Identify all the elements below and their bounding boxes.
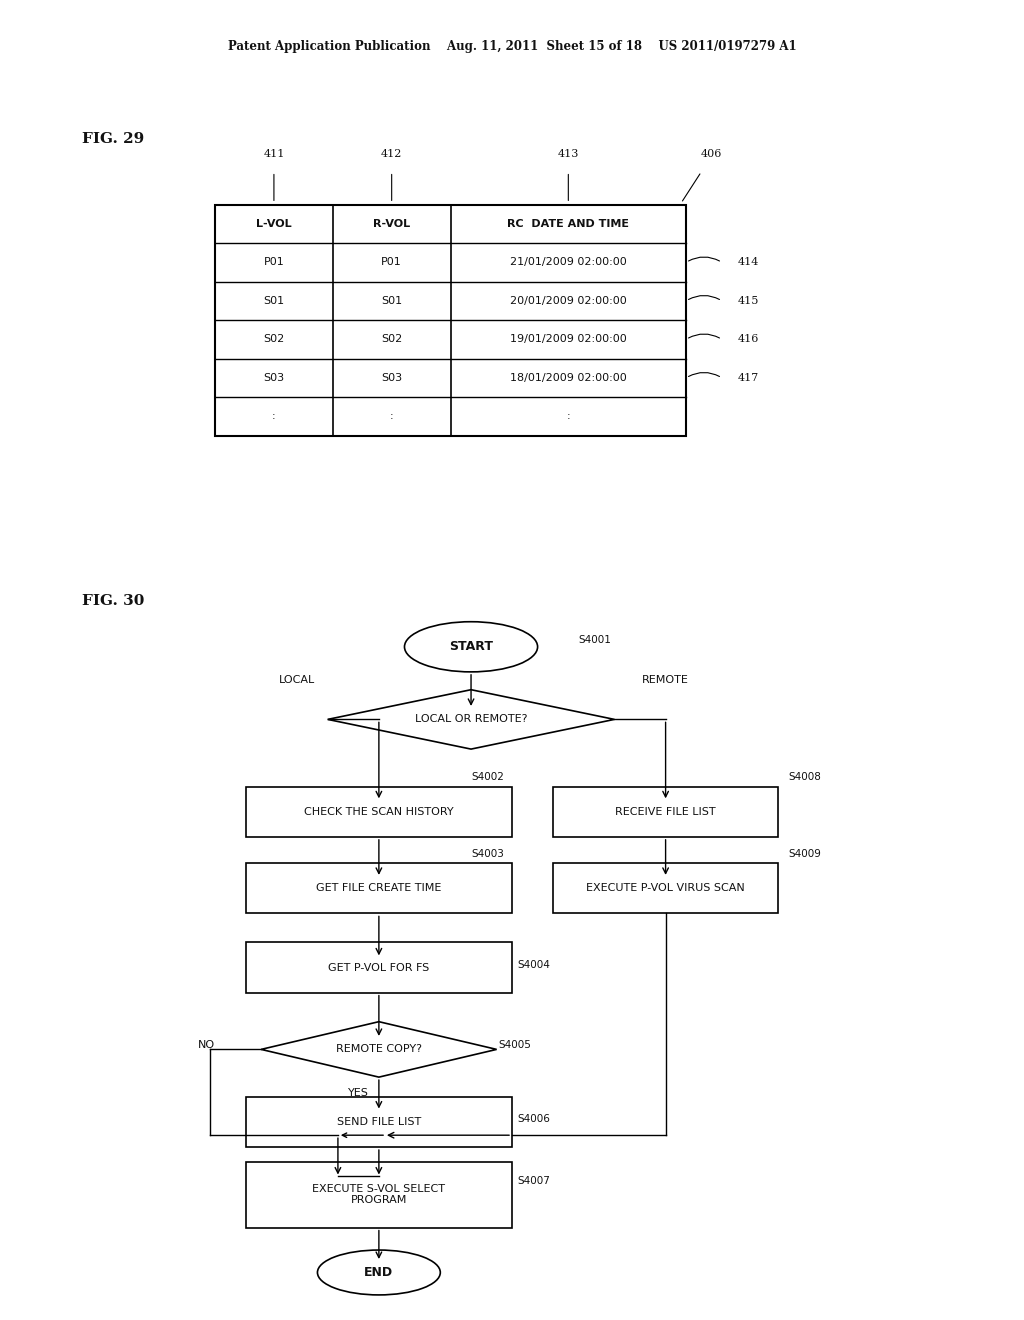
Text: START: START [450,640,493,653]
Text: S4002: S4002 [471,772,504,783]
Text: NO: NO [198,1040,215,1051]
FancyBboxPatch shape [246,1097,512,1147]
Text: 417: 417 [737,372,759,383]
Ellipse shape [317,1250,440,1295]
Text: EXECUTE S-VOL SELECT
PROGRAM: EXECUTE S-VOL SELECT PROGRAM [312,1184,445,1205]
Text: 20/01/2009 02:00:00: 20/01/2009 02:00:00 [510,296,627,306]
Text: S02: S02 [381,334,402,345]
Text: RECEIVE FILE LIST: RECEIVE FILE LIST [615,807,716,817]
Text: LOCAL: LOCAL [279,675,315,685]
Text: S4003: S4003 [471,849,504,859]
Text: END: END [365,1266,393,1279]
Text: 413: 413 [558,149,579,160]
Text: :: : [272,412,275,421]
Text: YES: YES [348,1088,369,1098]
Text: S02: S02 [263,334,285,345]
Text: FIG. 30: FIG. 30 [82,594,144,607]
Text: S01: S01 [263,296,285,306]
FancyBboxPatch shape [553,787,778,837]
Text: S4004: S4004 [517,960,550,970]
Text: S4008: S4008 [788,772,821,783]
Text: R-VOL: R-VOL [373,219,411,228]
Bar [215,205,686,436]
Text: 19/01/2009 02:00:00: 19/01/2009 02:00:00 [510,334,627,345]
Text: GET P-VOL FOR FS: GET P-VOL FOR FS [329,962,429,973]
Text: S4001: S4001 [579,635,611,645]
Text: 416: 416 [737,334,759,345]
Text: :: : [566,412,570,421]
Text: 21/01/2009 02:00:00: 21/01/2009 02:00:00 [510,257,627,268]
Text: SEND FILE LIST: SEND FILE LIST [337,1117,421,1127]
FancyBboxPatch shape [246,1162,512,1228]
Text: P01: P01 [263,257,285,268]
FancyBboxPatch shape [553,863,778,913]
Text: S4006: S4006 [517,1114,550,1125]
Text: S03: S03 [381,372,402,383]
FancyBboxPatch shape [246,787,512,837]
Text: REMOTE COPY?: REMOTE COPY? [336,1044,422,1055]
Text: LOCAL OR REMOTE?: LOCAL OR REMOTE? [415,714,527,725]
Text: Patent Application Publication    Aug. 11, 2011  Sheet 15 of 18    US 2011/01972: Patent Application Publication Aug. 11, … [227,40,797,53]
FancyBboxPatch shape [246,942,512,993]
Ellipse shape [404,622,538,672]
Text: 406: 406 [701,149,722,160]
Text: GET FILE CREATE TIME: GET FILE CREATE TIME [316,883,441,894]
FancyBboxPatch shape [246,863,512,913]
Text: CHECK THE SCAN HISTORY: CHECK THE SCAN HISTORY [304,807,454,817]
Text: 18/01/2009 02:00:00: 18/01/2009 02:00:00 [510,372,627,383]
Text: 412: 412 [381,149,402,160]
Text: EXECUTE P-VOL VIRUS SCAN: EXECUTE P-VOL VIRUS SCAN [586,883,745,894]
Text: :: : [390,412,393,421]
Text: REMOTE: REMOTE [642,675,689,685]
Text: S4005: S4005 [499,1040,531,1051]
Text: FIG. 29: FIG. 29 [82,132,144,145]
Text: 414: 414 [737,257,759,268]
Polygon shape [261,1022,497,1077]
Text: S01: S01 [381,296,402,306]
Text: S4009: S4009 [788,849,821,859]
Text: L-VOL: L-VOL [256,219,292,228]
Polygon shape [328,689,614,750]
Text: S4007: S4007 [517,1176,550,1187]
Text: 411: 411 [263,149,285,160]
Text: S03: S03 [263,372,285,383]
Text: P01: P01 [381,257,402,268]
Text: RC  DATE AND TIME: RC DATE AND TIME [507,219,630,228]
Text: 415: 415 [737,296,759,306]
